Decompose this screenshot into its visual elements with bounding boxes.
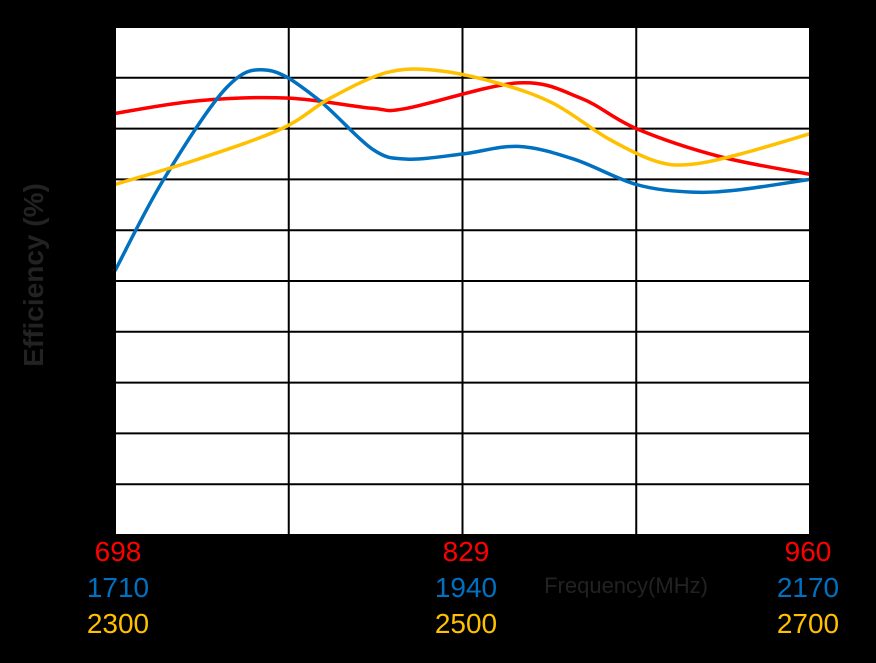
x-tick-label: 2170 bbox=[777, 572, 839, 603]
y-tick-label: 50 bbox=[70, 266, 97, 293]
series-lines bbox=[113, 67, 811, 272]
series-line bbox=[113, 67, 811, 272]
x-tick-label: 2300 bbox=[87, 608, 149, 639]
x-tick-label: 698 bbox=[95, 536, 142, 567]
x-tick-label: 960 bbox=[785, 536, 832, 567]
x-tick-label: 1940 bbox=[435, 572, 497, 603]
x-tick-label: 829 bbox=[443, 536, 490, 567]
x-tick-label: 2700 bbox=[777, 608, 839, 639]
series-line bbox=[114, 67, 811, 187]
x-tick-label: 2500 bbox=[435, 608, 497, 639]
y-axis-label: Efficiency (%) bbox=[18, 183, 49, 367]
series-line bbox=[114, 80, 811, 177]
x-axis-label: Frequency(MHz) bbox=[544, 573, 708, 598]
x-tick-label: 1710 bbox=[87, 572, 149, 603]
y-tick-label: 100 bbox=[57, 14, 97, 41]
grid-lines bbox=[115, 27, 810, 535]
plot-border bbox=[114, 26, 811, 536]
x-tick-labels: 698 829 960 1710 1940 2170 2300 2500 2700 bbox=[87, 536, 839, 639]
